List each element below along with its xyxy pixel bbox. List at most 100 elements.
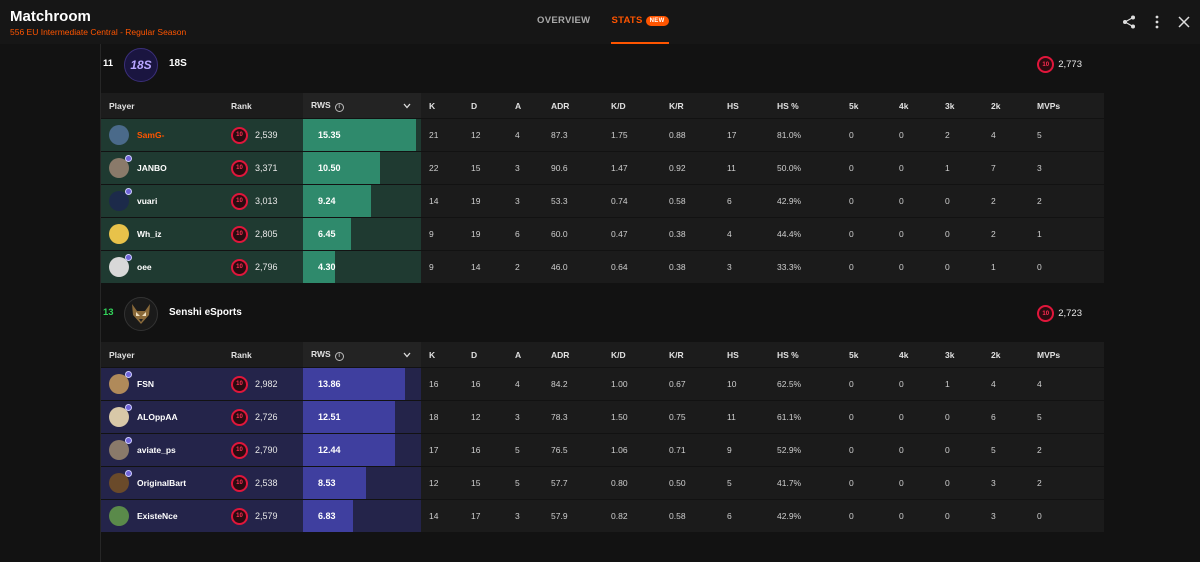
player-cell[interactable]: JANBO: [101, 152, 223, 184]
player-name[interactable]: ExisteNce: [137, 511, 178, 521]
chevron-down-icon[interactable]: [403, 103, 411, 109]
player-cell[interactable]: Wh_iz: [101, 218, 223, 250]
stat-4k: 0: [891, 368, 937, 400]
player-name[interactable]: ALOppAA: [137, 412, 178, 422]
stat-deaths: 19: [463, 185, 507, 217]
column-header-2k[interactable]: 2k: [983, 93, 1029, 118]
player-name[interactable]: Wh_iz: [137, 229, 162, 239]
share-icon[interactable]: [1119, 12, 1139, 32]
more-vertical-icon[interactable]: [1147, 12, 1167, 32]
team-logo[interactable]: [124, 297, 158, 331]
avatar[interactable]: [109, 470, 132, 493]
column-header-rank[interactable]: Rank: [223, 342, 303, 367]
player-row[interactable]: FSN 10 2,982 13.86 16 16 4 84.2 1.00 0.67 10 62.5% 0…: [101, 368, 1104, 400]
column-header-mvps[interactable]: MVPs: [1029, 93, 1104, 118]
stat-adr: 57.9: [543, 500, 603, 532]
player-row[interactable]: ALOppAA 10 2,726 12.51 18 12 3 78.3 1.50 0.75 11 61…: [101, 401, 1104, 433]
column-header-adr[interactable]: ADR: [543, 342, 603, 367]
chevron-down-icon[interactable]: [403, 352, 411, 358]
player-cell[interactable]: SamG-: [101, 119, 223, 151]
player-cell[interactable]: aviate_ps: [101, 434, 223, 466]
column-header-player[interactable]: Player: [101, 93, 223, 118]
player-row[interactable]: OriginalBart 10 2,538 8.53 12 15 5 57.7 0.80 0.50…: [101, 467, 1104, 499]
player-name[interactable]: vuari: [137, 196, 158, 206]
player-row[interactable]: SamG- 10 2,539 15.35 21 12 4 87.3 1.75 0.88 17 81.0…: [101, 119, 1104, 151]
avatar[interactable]: [109, 506, 129, 526]
player-row[interactable]: Wh_iz 10 2,805 6.45 9 19 6 60.0 0.47 0.38 4 44.4% 0 0…: [101, 218, 1104, 250]
elo-value: 2,796: [255, 262, 278, 272]
column-header-deaths[interactable]: D: [463, 93, 507, 118]
info-icon[interactable]: i: [334, 102, 344, 112]
player-name[interactable]: oee: [137, 262, 152, 272]
column-header-kr-ratio[interactable]: K/R: [661, 93, 719, 118]
column-header-label: 3k: [945, 100, 955, 111]
column-header-rank[interactable]: Rank: [223, 93, 303, 118]
team-name[interactable]: 18S: [169, 58, 187, 69]
player-cell[interactable]: FSN: [101, 368, 223, 400]
column-header-assists[interactable]: A: [507, 93, 543, 118]
avatar[interactable]: [109, 125, 129, 145]
column-header-headshot-percent[interactable]: HS %: [769, 93, 841, 118]
player-name[interactable]: JANBO: [137, 163, 167, 173]
player-cell[interactable]: ALOppAA: [101, 401, 223, 433]
stat-2k: 4: [983, 368, 1029, 400]
avatar[interactable]: [109, 437, 132, 460]
column-header-headshots[interactable]: HS: [719, 93, 769, 118]
avatar[interactable]: [109, 404, 132, 427]
column-header-rws[interactable]: RWS i: [303, 342, 421, 367]
column-header-kr-ratio[interactable]: K/R: [661, 342, 719, 367]
column-header-deaths[interactable]: D: [463, 342, 507, 367]
player-row[interactable]: JANBO 10 3,371 10.50 22 15 3 90.6 1.47 0.92 11 50.0…: [101, 152, 1104, 184]
player-name[interactable]: aviate_ps: [137, 445, 176, 455]
team-logo[interactable]: 18S: [124, 48, 158, 82]
column-header-kd-ratio[interactable]: K/D: [603, 93, 661, 118]
avatar[interactable]: [109, 188, 132, 211]
player-cell[interactable]: oee: [101, 251, 223, 283]
column-header-headshots[interactable]: HS: [719, 342, 769, 367]
column-header-kills[interactable]: K: [421, 93, 463, 118]
player-name[interactable]: FSN: [137, 379, 154, 389]
column-header-headshot-percent[interactable]: HS %: [769, 342, 841, 367]
column-header-3k[interactable]: 3k: [937, 342, 983, 367]
column-header-4k[interactable]: 4k: [891, 93, 937, 118]
team-header-2: 13 Senshi eSports 10 2,723: [101, 293, 1104, 335]
column-header-2k[interactable]: 2k: [983, 342, 1029, 367]
player-row[interactable]: ExisteNce 10 2,579 6.83 14 17 3 57.9 0.82 0.58 6 42…: [101, 500, 1104, 532]
stat-kills: 9: [421, 218, 463, 250]
player-row[interactable]: vuari 10 3,013 9.24 14 19 3 53.3 0.74 0.58 6 42.9% 0…: [101, 185, 1104, 217]
column-header-5k[interactable]: 5k: [841, 342, 891, 367]
elo-value: 2,982: [255, 379, 278, 389]
avatar[interactable]: [109, 371, 132, 394]
avatar[interactable]: [109, 224, 129, 244]
premium-badge-icon: [125, 254, 132, 261]
skill-level-icon: 10: [231, 474, 248, 492]
tab-stats[interactable]: STATS NEW: [611, 0, 669, 44]
column-header-3k[interactable]: 3k: [937, 93, 983, 118]
elo-value: 2,539: [255, 130, 278, 140]
stat-headshot-percent: 33.3%: [769, 251, 841, 283]
stat-mvps: 3: [1029, 152, 1104, 184]
column-header-adr[interactable]: ADR: [543, 93, 603, 118]
column-header-player[interactable]: Player: [101, 342, 223, 367]
column-header-assists[interactable]: A: [507, 342, 543, 367]
player-row[interactable]: aviate_ps 10 2,790 12.44 17 16 5 76.5 1.06 0.71 9 5…: [101, 434, 1104, 466]
close-icon[interactable]: [1174, 12, 1194, 32]
competition-subtitle[interactable]: 556 EU Intermediate Central - Regular Se…: [10, 27, 187, 37]
team-name[interactable]: Senshi eSports: [169, 307, 242, 318]
avatar[interactable]: [109, 254, 132, 277]
player-row[interactable]: oee 10 2,796 4.30 9 14 2 46.0 0.64 0.38 3 33.3% 0 0 0 1…: [101, 251, 1104, 283]
column-header-kd-ratio[interactable]: K/D: [603, 342, 661, 367]
info-icon[interactable]: i: [334, 351, 344, 361]
player-name[interactable]: SamG-: [137, 130, 165, 140]
player-cell[interactable]: ExisteNce: [101, 500, 223, 532]
column-header-rws[interactable]: RWS i: [303, 93, 421, 118]
column-header-4k[interactable]: 4k: [891, 342, 937, 367]
avatar[interactable]: [109, 155, 132, 178]
column-header-kills[interactable]: K: [421, 342, 463, 367]
player-name[interactable]: OriginalBart: [137, 478, 187, 488]
player-cell[interactable]: vuari: [101, 185, 223, 217]
column-header-mvps[interactable]: MVPs: [1029, 342, 1104, 367]
column-header-5k[interactable]: 5k: [841, 93, 891, 118]
player-cell[interactable]: OriginalBart: [101, 467, 223, 499]
tab-overview[interactable]: OVERVIEW: [537, 0, 590, 44]
